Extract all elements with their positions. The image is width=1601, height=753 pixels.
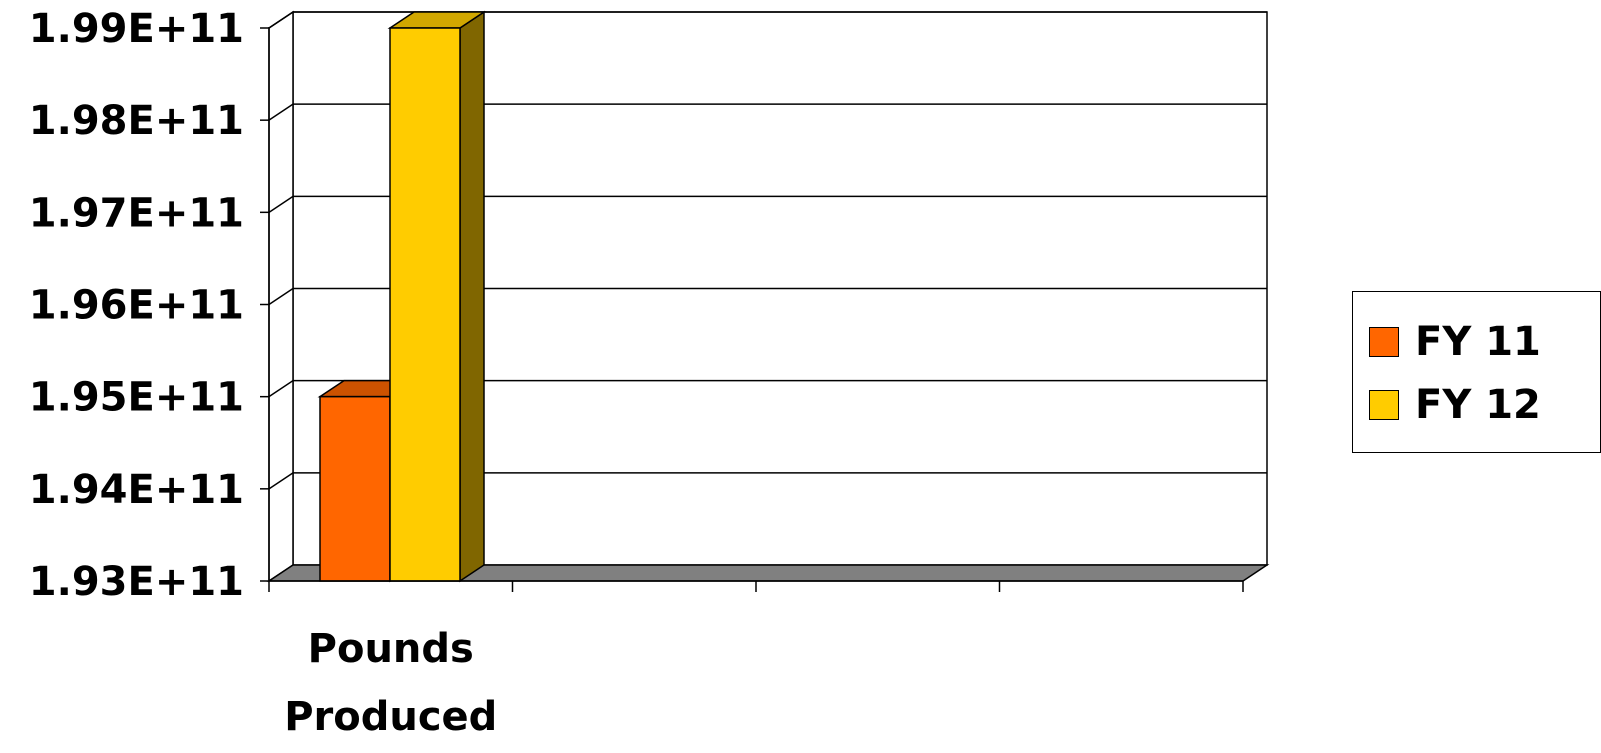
y-tick-label: 1.98E+11 [29,98,244,144]
legend-label-fy11: FY 11 [1415,319,1541,365]
gridline-side [268,103,294,121]
legend-item-fy11: FY 11 [1369,319,1541,365]
gridline-side [268,287,294,306]
category-label-line: Pounds [308,626,474,672]
legend: FY 11 FY 12 [1352,291,1601,453]
legend-swatch-fy12 [1369,390,1399,420]
axes [260,27,1244,592]
bar-fy11 [319,395,391,582]
category-label-line: Produced [284,694,497,740]
legend-swatch-fy11 [1369,327,1399,357]
gridline-side [268,472,294,490]
category-labels: Pounds Produced [284,626,497,740]
bar-fy12 [389,27,461,582]
y-tick-label: 1.99E+11 [29,6,244,52]
bars [317,10,487,583]
y-tick-label: 1.96E+11 [29,283,244,329]
category-label: Pounds Produced [284,626,497,740]
gridline-side [268,11,294,29]
y-tick-label: 1.93E+11 [29,559,244,605]
gridline-side [268,195,294,213]
gridline-side [268,380,294,398]
y-tick-label: 1.95E+11 [29,375,244,421]
legend-label-fy12: FY 12 [1415,382,1541,428]
y-tick-labels: 1.93E+11 1.94E+11 1.95E+11 1.96E+11 1.97E+11… [29,6,244,605]
legend-item-fy12: FY 12 [1369,382,1541,428]
y-tick-label: 1.97E+11 [29,190,244,236]
bar-side [459,10,485,583]
y-tick-label: 1.94E+11 [29,467,244,513]
